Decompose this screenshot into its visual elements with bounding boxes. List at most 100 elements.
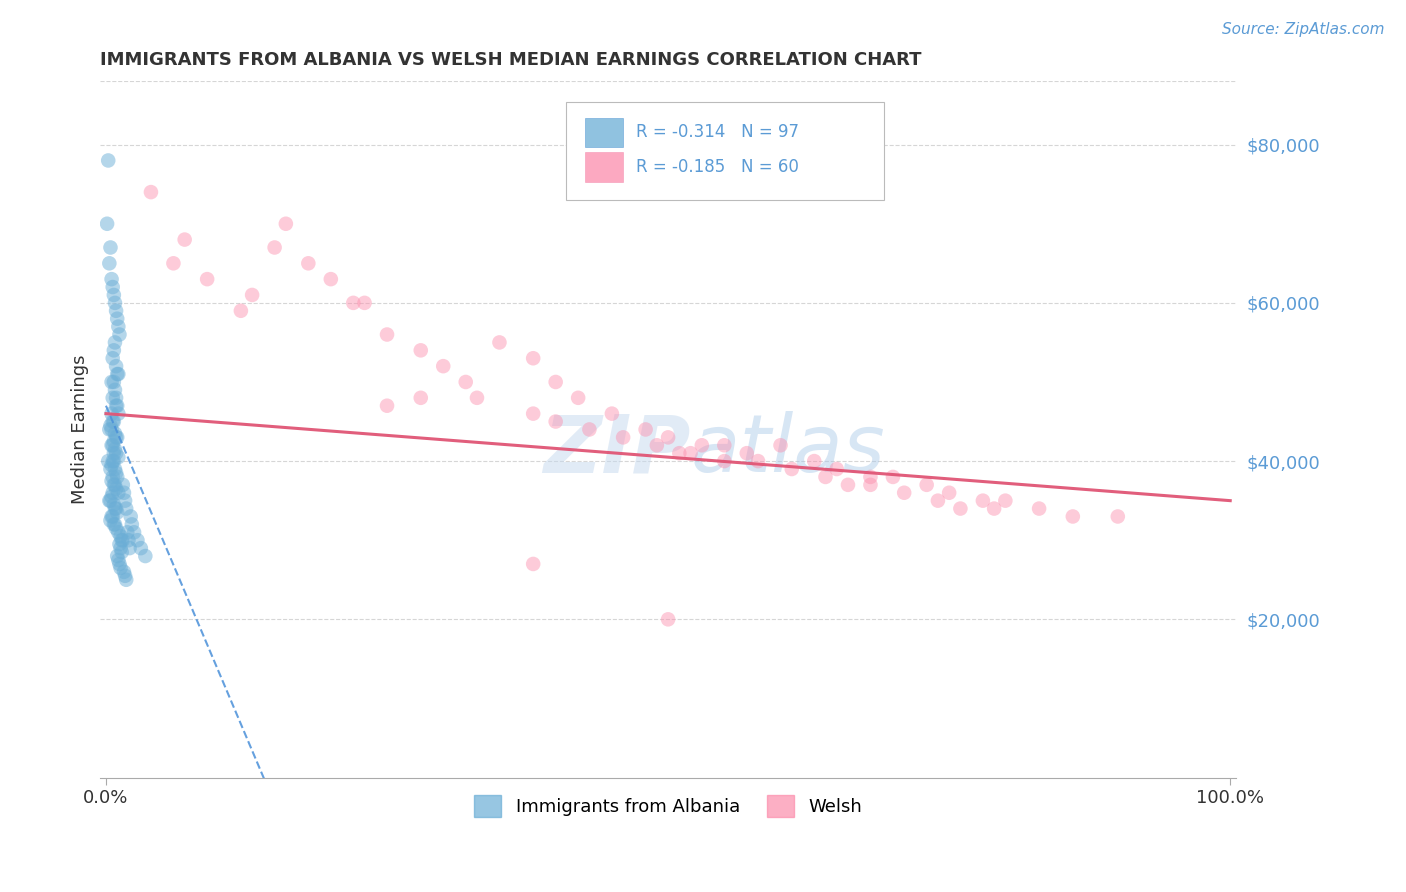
Point (129, 541, 152, 555)
Point (101, 415, 124, 429)
Point (112, 485, 135, 500)
FancyBboxPatch shape (585, 118, 623, 147)
Point (465, 391, 488, 405)
Text: atlas: atlas (690, 411, 886, 490)
Y-axis label: Median Earnings: Median Earnings (72, 355, 89, 504)
Point (105, 399, 128, 413)
Point (375, 399, 398, 413)
FancyBboxPatch shape (565, 103, 884, 200)
Point (100, 272, 122, 286)
Point (107, 407, 129, 421)
Point (297, 256, 319, 270)
Point (104, 426, 127, 441)
Point (690, 438, 713, 452)
Point (100, 493, 122, 508)
Point (104, 478, 127, 492)
Point (274, 217, 297, 231)
Point (103, 498, 125, 512)
Point (567, 391, 589, 405)
Point (100, 407, 122, 421)
Point (107, 319, 129, 334)
Point (103, 454, 125, 468)
Point (111, 478, 134, 492)
Point (162, 256, 184, 270)
Point (100, 462, 122, 476)
Point (115, 573, 138, 587)
Point (98, 422, 121, 436)
Point (104, 296, 127, 310)
Point (342, 296, 364, 310)
Point (100, 422, 122, 436)
Point (111, 533, 134, 548)
Point (780, 462, 803, 476)
Point (122, 525, 145, 540)
Point (111, 533, 134, 548)
Text: R = -0.185   N = 60: R = -0.185 N = 60 (637, 158, 799, 176)
Point (915, 478, 938, 492)
Point (110, 529, 132, 543)
Point (375, 327, 398, 342)
Point (97, 153, 120, 168)
Point (983, 501, 1005, 516)
Point (105, 521, 128, 535)
Point (938, 485, 960, 500)
Legend: Immigrants from Albania, Welsh: Immigrants from Albania, Welsh (467, 788, 869, 824)
Point (104, 442, 127, 457)
Point (96, 217, 118, 231)
Point (112, 565, 135, 579)
Point (105, 311, 128, 326)
Point (1062, 509, 1084, 524)
Point (101, 485, 124, 500)
Point (110, 541, 132, 555)
Point (114, 493, 136, 508)
Point (107, 525, 129, 540)
Point (100, 458, 122, 472)
Point (108, 537, 131, 551)
Point (97, 454, 120, 468)
Point (173, 233, 195, 247)
Point (837, 478, 859, 492)
Point (101, 391, 124, 405)
Point (105, 303, 128, 318)
Point (111, 545, 134, 559)
Point (98, 493, 121, 508)
Point (101, 438, 124, 452)
Point (263, 240, 285, 254)
Point (105, 506, 128, 520)
Point (107, 485, 129, 500)
Point (994, 493, 1017, 508)
Point (103, 343, 125, 358)
Point (107, 367, 129, 381)
Point (747, 454, 769, 468)
Point (98, 256, 121, 270)
Point (103, 288, 125, 302)
Point (612, 430, 634, 444)
Point (100, 474, 122, 488)
Point (100, 490, 122, 504)
Point (679, 446, 702, 460)
Point (104, 335, 127, 350)
Point (105, 430, 128, 444)
Point (488, 335, 510, 350)
Text: R = -0.314   N = 97: R = -0.314 N = 97 (637, 123, 799, 141)
Point (114, 569, 136, 583)
Point (544, 375, 567, 389)
Point (108, 327, 131, 342)
Point (100, 438, 122, 452)
Point (882, 470, 904, 484)
Point (105, 549, 128, 563)
Point (101, 470, 124, 484)
Point (634, 422, 657, 436)
Point (353, 296, 375, 310)
Point (104, 462, 127, 476)
Point (409, 391, 432, 405)
Point (101, 454, 124, 468)
Point (105, 466, 128, 480)
Point (103, 446, 125, 460)
Point (409, 343, 432, 358)
Point (105, 446, 128, 460)
Point (432, 359, 454, 373)
Point (108, 557, 131, 571)
Point (803, 454, 825, 468)
Point (104, 517, 127, 532)
